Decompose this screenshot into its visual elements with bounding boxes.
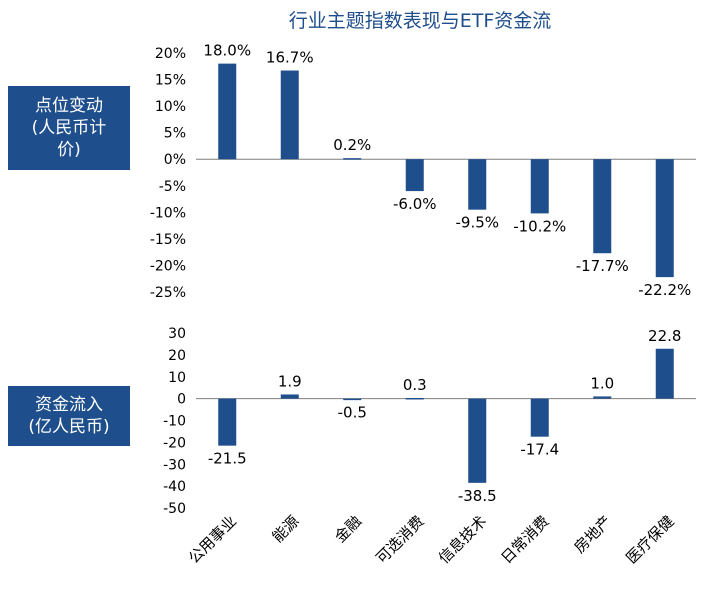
bar (530, 159, 549, 214)
data-label: 0.3 (403, 376, 427, 394)
bar (468, 159, 487, 210)
bar (655, 348, 674, 399)
data-label: 1.0 (590, 374, 614, 392)
y-tick-label: 15% (155, 73, 186, 89)
data-label: 16.7% (266, 49, 314, 67)
bar (655, 159, 674, 278)
y-tick-label: -20 (163, 435, 186, 451)
y-tick-label: -10 (163, 414, 186, 430)
bar (593, 159, 612, 254)
data-label: -38.5 (458, 487, 497, 505)
x-tick-label: 信息技术 (435, 512, 490, 567)
bar (280, 70, 299, 160)
bar (468, 398, 487, 483)
data-label: -17.7% (576, 257, 629, 275)
y-tick-label: -50 (163, 501, 186, 517)
bar (218, 63, 237, 160)
data-label: -6.0% (393, 195, 437, 213)
y-tick-label: 0% (164, 152, 186, 168)
data-label: -9.5% (455, 214, 499, 232)
bar (405, 397, 424, 400)
y-tick-label: -10% (150, 205, 186, 221)
data-label: 18.0% (203, 42, 251, 60)
x-tick-label: 能源 (269, 512, 303, 546)
data-label: -22.2% (638, 281, 691, 299)
y-tick-label: -15% (150, 232, 186, 248)
y-tick-label: 20 (168, 348, 186, 364)
x-tick-label: 医疗保健 (622, 512, 677, 567)
data-label: -0.5 (338, 404, 367, 422)
y-tick-label: -20% (150, 258, 186, 274)
bar (593, 396, 612, 399)
bar (530, 398, 549, 437)
x-tick-label: 金融 (331, 512, 365, 546)
x-tick-label: 房地产 (571, 512, 616, 557)
data-label: -17.4 (520, 441, 559, 459)
x-tick-label: 公用事业 (185, 512, 240, 567)
bar (405, 159, 424, 192)
y-tick-label: 0 (177, 392, 186, 408)
y-tick-label: -30 (163, 457, 186, 473)
bar (218, 398, 237, 446)
y-tick-label: 10% (155, 99, 186, 115)
y-tick-label: -25% (150, 285, 186, 301)
data-label: -21.5 (208, 450, 247, 468)
y-tick-label: 5% (164, 126, 186, 142)
y-tick-label: -40 (163, 479, 186, 495)
data-label: 1.9 (278, 372, 302, 390)
chart-title: 行业主题指数表现与ETF资金流 (288, 10, 552, 32)
bar (280, 394, 299, 399)
data-label: 0.2% (333, 136, 371, 154)
y-tick-label: 20% (155, 46, 186, 62)
top-panel-label: 点位变动 (人民币计 价) (8, 86, 130, 170)
data-label: 22.8 (648, 327, 681, 345)
bar (343, 158, 362, 160)
bottom-panel-label: 资金流入 (亿人民币) (8, 386, 130, 446)
x-tick-label: 日常消费 (497, 512, 552, 567)
bar (343, 398, 362, 401)
y-tick-label: 10 (168, 370, 186, 386)
data-label: -10.2% (513, 217, 566, 235)
y-tick-label: -5% (159, 179, 186, 195)
y-tick-label: 30 (168, 326, 186, 342)
x-tick-label: 可选消费 (372, 512, 427, 567)
